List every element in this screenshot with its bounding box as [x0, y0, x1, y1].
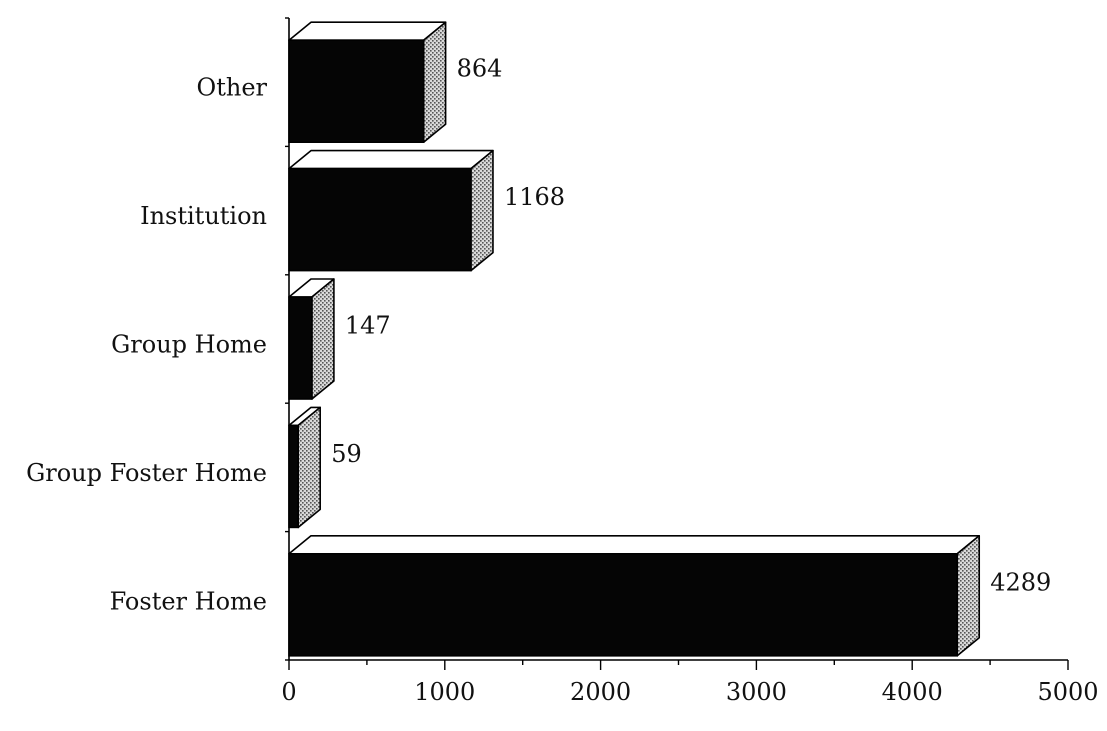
x-tick-label-3000: 3000 [726, 678, 787, 706]
bar-group-home [288, 296, 313, 400]
value-label-foster-home: 4289 [990, 568, 1051, 596]
bar-side-other [422, 21, 447, 143]
x-tick-label-1000: 1000 [414, 678, 475, 706]
value-label-institution: 1168 [504, 183, 565, 211]
category-label-other: Other [197, 74, 268, 102]
x-tick-label-0: 0 [281, 678, 296, 706]
category-label-foster-home: Foster Home [110, 587, 267, 615]
bars-group [288, 21, 981, 657]
bar-side-institution [470, 149, 494, 272]
category-label-institution: Institution [140, 202, 267, 230]
x-tick-label-2000: 2000 [570, 678, 631, 706]
category-label-group-home: Group Home [111, 331, 267, 359]
bar-foster-home [288, 552, 959, 657]
bar-other [288, 39, 425, 144]
value-label-other: 864 [457, 55, 503, 83]
value-label-group-foster-home: 59 [331, 440, 362, 468]
bar-side-foster-home [956, 534, 981, 657]
bar-side-group-home [311, 278, 335, 400]
value-label-group-home: 147 [345, 312, 391, 340]
bar-side-group-foster-home [297, 406, 321, 529]
bar-group-foster-home [288, 424, 299, 529]
bar-institution [288, 167, 472, 272]
bar-top-institution [288, 149, 494, 170]
labels-group: 0 1000 2000 3000 4000 5000 864 Other 1168 Institu… [26, 17, 1099, 706]
x-tick-label-5000: 5000 [1037, 678, 1098, 706]
bar-top-other [288, 21, 447, 42]
bar-top-foster-home [288, 534, 981, 555]
x-tick-label-4000: 4000 [882, 678, 943, 706]
category-label-group-foster-home: Group Foster Home [26, 459, 267, 487]
